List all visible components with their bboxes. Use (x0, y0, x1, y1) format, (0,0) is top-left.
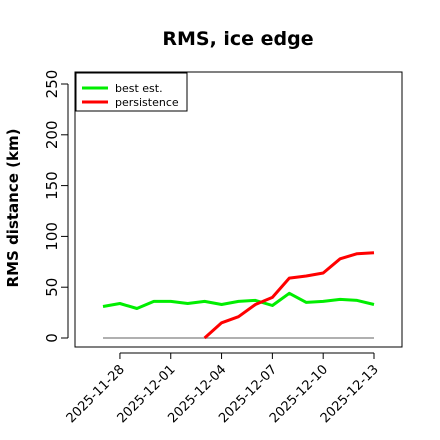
y-axis-label: RMS distance (km) (4, 129, 22, 288)
series-line-persistence (203, 251, 375, 340)
y-tick-label: 150 (43, 171, 61, 200)
y-tick-label: 50 (43, 278, 61, 297)
y-tick-label: 250 (43, 70, 61, 99)
x-axis: 2025-11-282025-12-012025-12-042025-12-07… (64, 352, 382, 426)
legend-box (75, 72, 188, 112)
legend-label-persistence: persistence (115, 96, 179, 109)
y-tick-label: 100 (43, 222, 61, 251)
chart-title: RMS, ice edge (162, 28, 313, 50)
plot-frame (74, 71, 403, 348)
series-layer (102, 251, 375, 340)
y-axis: 0 50 100 150 200 250 (43, 70, 69, 343)
legend: best est. persistence (75, 72, 188, 112)
legend-label-best-est: best est. (115, 82, 163, 95)
y-tick-label: 200 (43, 120, 61, 149)
y-tick-label: 0 (43, 333, 61, 343)
series-line-best-est (102, 291, 375, 310)
